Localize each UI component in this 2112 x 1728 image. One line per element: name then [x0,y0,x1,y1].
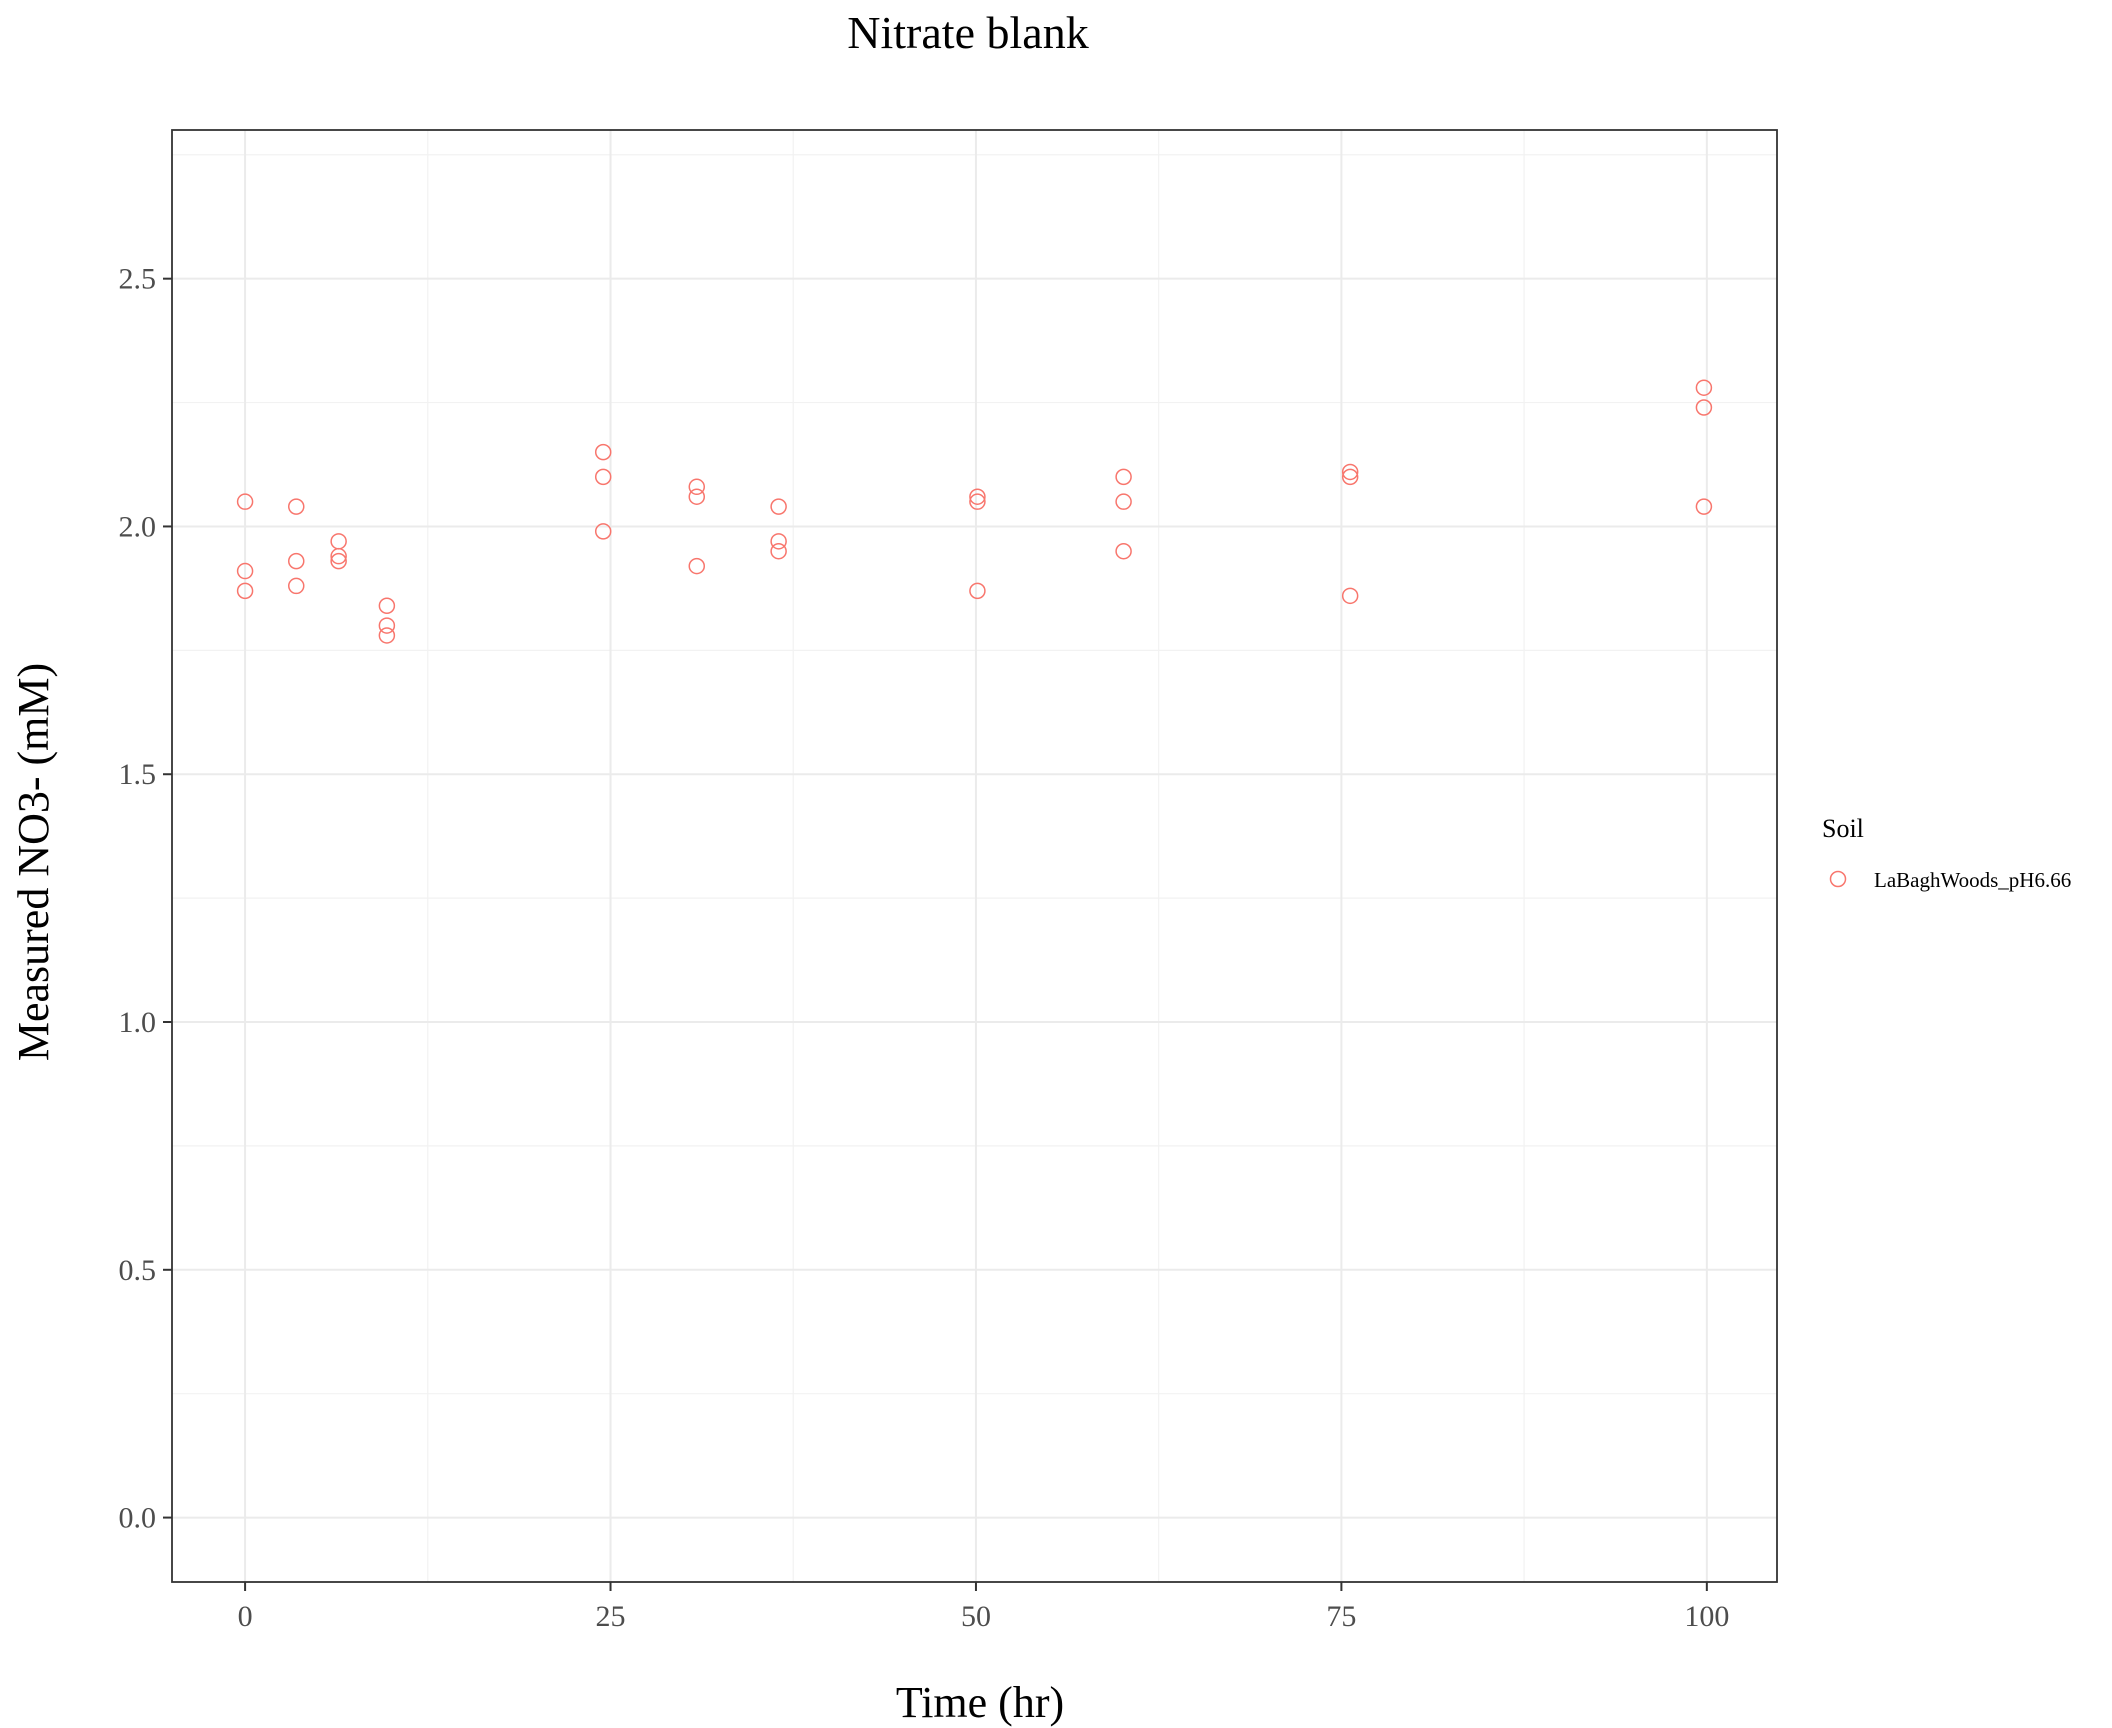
y-tick-label: 2.5 [119,263,157,296]
data-point [1115,542,1132,560]
data-point [236,493,254,510]
data-point [770,533,787,550]
data-point [770,542,787,560]
legend-key [1829,870,1847,888]
x-tick-label: 0 [238,1600,253,1633]
data-point [1341,587,1359,605]
legend-label: LaBaghWoods_pH6.66 [1874,868,2071,892]
x-tick-label: 25 [596,1600,626,1633]
data-point [688,478,706,496]
legend: Soil LaBaghWoods_pH6.66 [1822,814,2071,892]
data-point [594,523,612,540]
data-point [378,597,396,614]
x-tick-label: 100 [1684,1600,1729,1633]
plot-panel-border [171,129,1778,1583]
data-point [1115,468,1132,486]
data-point [1341,468,1359,486]
data-point [1695,379,1713,396]
legend-title: Soil [1822,814,1864,843]
y-tick-label: 0.0 [119,1502,157,1535]
data-point [330,533,347,550]
data-point [330,547,347,565]
chart-title: Nitrate blank [847,7,1088,58]
data-point [1695,399,1713,416]
y-tick-label: 1.0 [119,1006,157,1039]
data-point [1695,498,1713,515]
axis-ticks: 0 25 50 75 100 0.0 0.5 1.0 1.5 2.0 2.5 [119,263,1730,1633]
data-points [236,379,1713,644]
data-point [330,552,347,570]
x-tick-label: 50 [961,1600,991,1633]
y-axis-title: Measured NO3- (mM) [9,663,58,1061]
data-point [378,617,396,634]
data-point [1115,493,1132,510]
data-point [236,562,254,580]
data-point [594,443,612,461]
data-point [287,498,305,515]
data-point [969,488,986,505]
data-point [287,552,305,570]
x-tick-label: 75 [1326,1600,1356,1633]
data-point [287,577,305,595]
data-point [770,498,787,515]
data-point [969,582,986,600]
y-tick-label: 2.0 [119,510,157,543]
data-point [1341,463,1359,481]
data-point [378,627,396,644]
data-point [594,468,612,486]
y-tick-label: 1.5 [119,758,157,791]
x-axis-title: Time (hr) [896,1678,1064,1727]
data-point [688,488,706,505]
data-point [236,582,254,600]
data-point [969,493,986,510]
y-tick-label: 0.5 [119,1254,157,1287]
data-point [688,557,706,575]
grid [172,130,1777,1582]
